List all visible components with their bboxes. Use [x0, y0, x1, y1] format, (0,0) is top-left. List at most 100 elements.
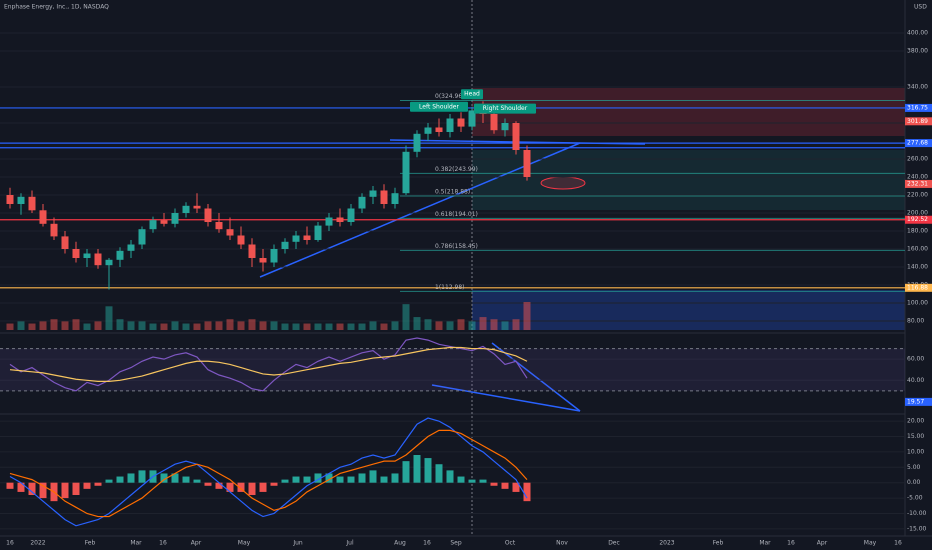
x-tick-label: Mar: [130, 540, 142, 547]
macd-bar: [424, 458, 432, 483]
macd-bar: [314, 473, 322, 483]
price-tag-label: 116.88: [907, 284, 928, 291]
x-tick-label: Dec: [608, 540, 620, 547]
candle-body: [501, 123, 509, 131]
volume-bar: [402, 304, 410, 330]
volume-bar: [171, 321, 179, 330]
candle-body: [237, 235, 245, 245]
x-tick-label: Mar: [759, 540, 771, 547]
x-tick-label: Nov: [556, 540, 568, 547]
rsi-tag: [905, 397, 932, 406]
volume-bar: [380, 323, 388, 330]
macd-bar: [171, 473, 179, 483]
volume-bar: [479, 317, 487, 330]
candle-body: [193, 205, 201, 209]
volume-bar: [369, 321, 377, 330]
candle-body: [292, 235, 300, 242]
candle-body: [281, 241, 289, 249]
x-tick-label: Feb: [85, 540, 96, 547]
y-tick-label: 400.00: [907, 30, 928, 37]
candle-body: [17, 196, 25, 204]
macd-bar: [523, 482, 531, 502]
y-tick-label: 260.00: [907, 156, 928, 163]
fib-label: 0.786(158.45): [435, 243, 478, 250]
annotation: Head: [464, 91, 480, 98]
fib-label: 0.618(194.01): [435, 211, 478, 218]
macd-bar: [226, 482, 234, 492]
x-tick-label: 2022: [30, 540, 45, 547]
volume-bar: [116, 319, 124, 330]
price-tag: [905, 179, 932, 188]
volume-bar: [83, 323, 91, 330]
candle-body: [226, 229, 234, 236]
macd-bar: [325, 473, 333, 483]
y-tick-label: 40.00: [907, 377, 924, 384]
macd-bar: [259, 482, 267, 492]
macd-bar: [457, 476, 465, 483]
macd-bar: [490, 482, 498, 486]
volume-bar: [72, 319, 80, 330]
annotation-box: [474, 103, 536, 114]
x-tick-label: Oct: [505, 540, 516, 547]
macd-bar: [402, 461, 410, 483]
macd-bar: [435, 464, 443, 483]
candle-body: [446, 118, 454, 132]
volume-bar: [259, 321, 267, 330]
chart-title: Enphase Energy, Inc., 1D, NASDAQ: [4, 4, 109, 11]
candle-body: [83, 253, 91, 258]
currency: USD: [914, 4, 927, 11]
candle-body: [523, 150, 531, 177]
volume-bar: [446, 321, 454, 330]
price-tag: [905, 117, 932, 126]
volume-bar: [6, 323, 14, 330]
candle-body: [402, 151, 410, 194]
volume-bar: [512, 319, 520, 330]
candle-body: [325, 217, 333, 226]
price-tag-label: 301.89: [907, 118, 928, 125]
volume-bar: [391, 321, 399, 330]
x-tick-label: Apr: [191, 540, 202, 547]
fib-label: 0(324.96): [435, 93, 465, 100]
y-tick-label: 80.00: [907, 318, 924, 325]
macd-line: [9, 417, 528, 527]
macd-bar: [138, 470, 146, 483]
volume-bar: [490, 319, 498, 330]
candle-body: [468, 110, 476, 127]
macd-bar: [380, 476, 388, 483]
x-tick-label: May: [864, 540, 877, 547]
volume-bar: [138, 321, 146, 330]
y-tick-label: -5.00: [907, 495, 923, 502]
fib-label: 1(112.98): [435, 284, 465, 291]
macd-bar: [182, 476, 190, 483]
y-tick-label: 0.00: [907, 479, 921, 486]
y-tick-label: 160.00: [907, 246, 928, 253]
macd-bar: [270, 482, 278, 486]
macd-bar: [358, 473, 366, 483]
candle-body: [6, 195, 14, 204]
macd-line: [9, 429, 528, 518]
volume-bar: [182, 323, 190, 330]
x-tick-label: Sep: [450, 540, 462, 547]
x-tick-label: 2023: [659, 540, 674, 547]
rsi-line: [9, 346, 528, 382]
y-tick-label: 220.00: [907, 192, 928, 199]
candle-body: [116, 250, 124, 260]
macd-bar: [215, 482, 223, 489]
macd-bar: [72, 482, 80, 495]
macd-bar: [193, 479, 201, 483]
zone: [472, 88, 905, 136]
price-tag: [905, 139, 932, 148]
volume-bar: [248, 319, 256, 330]
candle-body: [94, 253, 102, 266]
trend-line: [491, 342, 581, 412]
macd-bar: [446, 470, 454, 483]
volume-bar: [358, 323, 366, 330]
volume-bar: [457, 319, 465, 330]
y-tick-label: 340.00: [907, 84, 928, 91]
macd-bar: [237, 482, 245, 492]
candle-body: [149, 220, 157, 230]
annotation: Right Shoulder: [483, 105, 528, 112]
candle-body: [105, 259, 113, 266]
x-tick-label: 16: [894, 540, 902, 547]
